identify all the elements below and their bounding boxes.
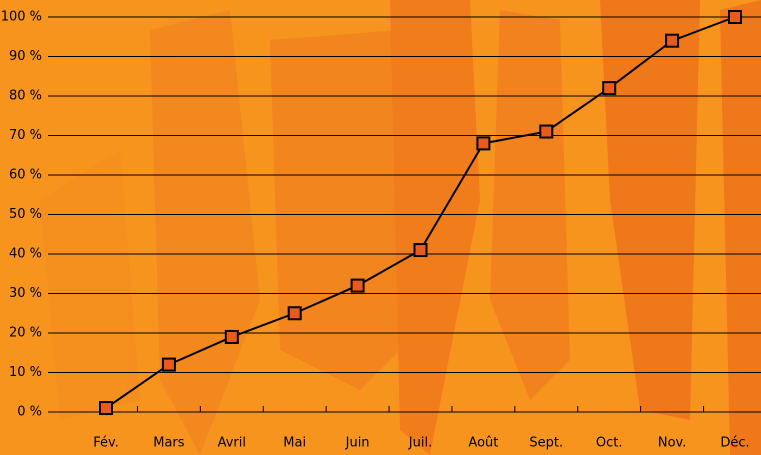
y-tick-label: 30 %	[9, 286, 42, 301]
y-tick-label: 50 %	[9, 207, 42, 222]
x-tick-label: Oct.	[596, 436, 623, 451]
marker	[540, 126, 552, 138]
x-tick-label: Sept.	[529, 436, 563, 451]
y-tick-label: 60 %	[9, 168, 42, 183]
x-tick-label: Mars	[153, 436, 185, 451]
y-tick-label: 100 %	[1, 10, 42, 25]
y-tick-label: 70 %	[9, 128, 42, 143]
marker	[666, 35, 678, 47]
y-tick-label: 40 %	[9, 247, 42, 262]
marker	[289, 307, 301, 319]
y-tick-label: 20 %	[9, 326, 42, 341]
x-tick-label: Mai	[283, 436, 306, 451]
y-tick-label: 80 %	[9, 89, 42, 104]
marker	[163, 359, 175, 371]
marker	[477, 137, 489, 149]
marker	[415, 244, 427, 256]
marker	[729, 11, 741, 23]
y-tick-label: 0 %	[17, 405, 42, 420]
y-tick-label: 90 %	[9, 49, 42, 64]
x-tick-label: Fév.	[93, 436, 119, 451]
y-tick-label: 10 %	[9, 365, 42, 380]
x-tick-label: Août	[468, 436, 498, 451]
marker	[603, 82, 615, 94]
x-tick-label: Nov.	[658, 436, 687, 451]
marker	[100, 402, 112, 414]
x-tick-label: Juin	[345, 436, 370, 451]
x-tick-label: Déc.	[720, 436, 749, 451]
marker	[352, 280, 364, 292]
x-tick-label: Juil.	[408, 436, 432, 451]
marker	[226, 331, 238, 343]
chart: 0 % 10 % 20 % 30 % 40 % 50 % 60 % 70 % 80 % 90 % 1…	[0, 0, 761, 455]
x-tick-label: Avril	[218, 436, 246, 451]
